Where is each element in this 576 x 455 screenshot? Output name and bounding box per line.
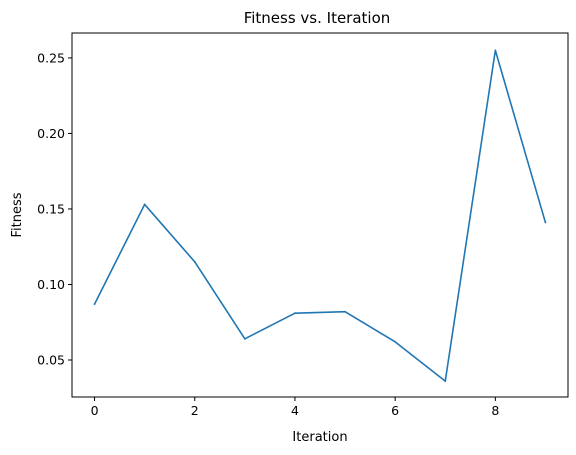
- y-tick-label: 0.05: [37, 352, 65, 367]
- series-line: [93, 49, 547, 382]
- y-axis-label: Fitness: [10, 192, 25, 237]
- data-point: [394, 340, 397, 343]
- plot-frame: [71, 32, 569, 398]
- x-tick-label: 2: [191, 403, 199, 418]
- plot-area: [72, 33, 568, 397]
- x-tick-label: 8: [491, 403, 499, 418]
- y-tick-label: 0.20: [37, 126, 65, 141]
- data-point: [143, 203, 146, 206]
- x-tick-label: 0: [91, 403, 99, 418]
- x-tick-label: 4: [291, 403, 299, 418]
- data-point: [243, 337, 246, 340]
- data-point: [294, 312, 296, 315]
- data-point: [93, 303, 96, 306]
- data-point: [344, 310, 346, 313]
- y-tick-label: 0.25: [37, 50, 65, 65]
- data-point: [544, 221, 547, 224]
- data-point: [444, 380, 447, 383]
- x-tick-label: 6: [391, 403, 399, 418]
- y-axis-ticks: 0.05 0.10 0.15 0.20 0.25: [37, 50, 72, 367]
- x-axis-label: Iteration: [292, 430, 347, 445]
- data-point: [193, 260, 196, 263]
- y-tick-label: 0.10: [37, 277, 65, 292]
- data-point: [494, 49, 497, 52]
- x-axis-ticks: 0 2 4 6 8: [91, 397, 499, 418]
- series-group: [93, 49, 547, 383]
- y-tick-label: 0.15: [37, 201, 65, 216]
- chart-title: Fitness vs. Iteration: [244, 9, 391, 27]
